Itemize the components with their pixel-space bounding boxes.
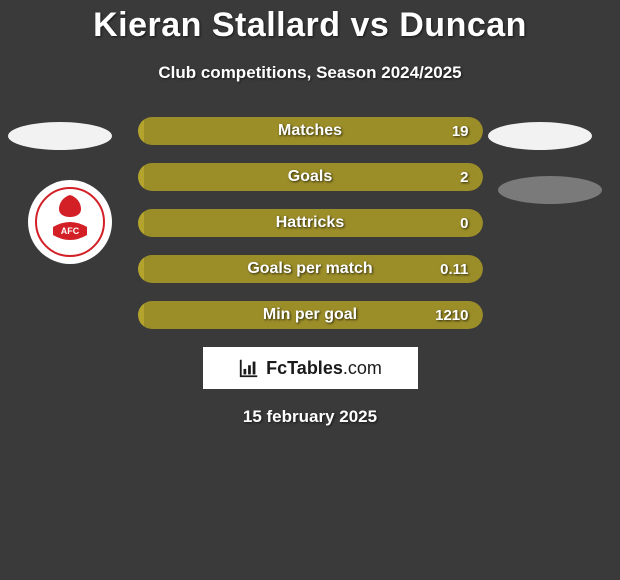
page-title: Kieran Stallard vs Duncan [0,0,620,45]
club-badge-icon: AFC [35,187,105,257]
stat-label: Goals [138,163,483,191]
player-left-placeholder [8,122,112,150]
stat-row: Matches19 [138,117,483,145]
snapshot-date: 15 february 2025 [0,407,620,427]
chart-icon [238,357,260,379]
stat-label: Hattricks [138,209,483,237]
stat-value-right: 19 [452,117,469,145]
stat-value-right: 1210 [435,301,468,329]
stats-container: Matches19 Goals2 Hattricks0 Goals per match… [138,117,483,329]
brand-name: FcTables [266,358,343,378]
brand-box[interactable]: FcTables.com [203,347,418,389]
stat-row: Goals2 [138,163,483,191]
stat-row: Hattricks0 [138,209,483,237]
brand-domain: .com [343,358,382,378]
player-right-placeholder [488,122,592,150]
stat-value-right: 2 [460,163,468,191]
player-right-placeholder-2 [498,176,602,204]
club-badge: AFC [28,180,112,264]
subtitle: Club competitions, Season 2024/2025 [0,63,620,83]
svg-text:AFC: AFC [61,226,80,236]
stat-label: Matches [138,117,483,145]
stat-row: Goals per match0.11 [138,255,483,283]
stat-label: Min per goal [138,301,483,329]
stat-row: Min per goal1210 [138,301,483,329]
stat-value-right: 0 [460,209,468,237]
stat-label: Goals per match [138,255,483,283]
stat-value-right: 0.11 [440,255,468,283]
brand-text: FcTables.com [266,358,382,379]
